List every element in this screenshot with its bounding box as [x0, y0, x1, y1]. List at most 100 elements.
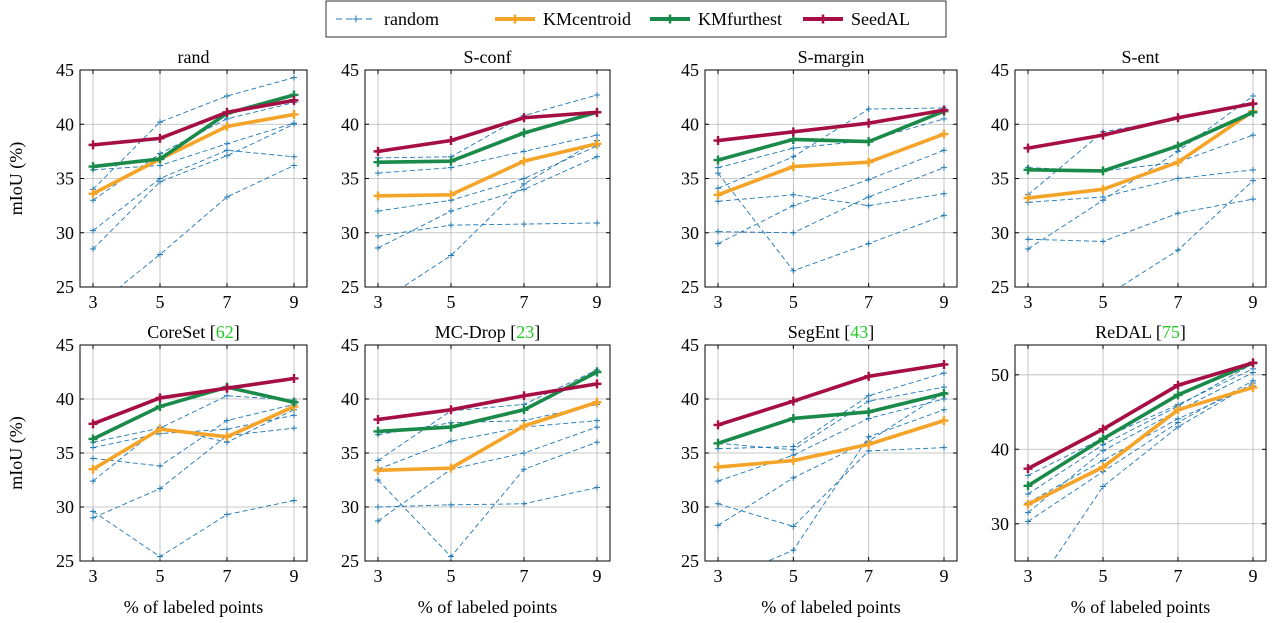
data-point	[939, 359, 949, 369]
data-point	[446, 136, 456, 146]
panel-title-text: MC-Drop	[435, 322, 506, 342]
panel-title-bracket: [	[840, 322, 851, 342]
data-point	[291, 497, 297, 504]
data-point	[90, 478, 96, 485]
legend-label: KMfurthest	[698, 9, 782, 29]
x-tick-label: 9	[1249, 566, 1258, 586]
data-point	[224, 426, 230, 433]
data-point	[1175, 247, 1181, 254]
data-point	[1025, 246, 1031, 253]
data-point	[224, 193, 230, 200]
x-tick-label: 3	[89, 566, 98, 586]
data-point	[864, 439, 874, 449]
data-point	[790, 145, 797, 152]
y-tick-label: 35	[341, 169, 359, 189]
series-line-random	[717, 447, 945, 527]
data-point	[446, 190, 456, 200]
chart-panel: 3 5 7 9 30 40 50 ReDAL [75] % of labeled points	[991, 322, 1267, 617]
data-point	[90, 455, 96, 462]
data-point	[448, 222, 454, 229]
series-line-random	[377, 426, 598, 522]
data-point	[594, 132, 600, 139]
data-point	[1098, 166, 1108, 176]
y-tick-label: 35	[56, 169, 74, 189]
data-point	[941, 164, 947, 171]
data-point	[1248, 358, 1258, 368]
y-tick-label: 35	[681, 169, 699, 189]
series-line-kmfurthest	[717, 109, 945, 162]
x-tick-label: 9	[593, 292, 602, 312]
series-line-random	[1027, 134, 1254, 172]
series-line-kmcentroid	[1027, 109, 1255, 200]
data-point	[373, 157, 383, 167]
y-tick-label: 35	[681, 443, 699, 463]
y-tick-label: 45	[991, 60, 1009, 80]
data-point	[291, 153, 297, 160]
data-point	[1248, 382, 1258, 392]
data-point	[155, 402, 165, 412]
y-axis-label: mIoU (%)	[6, 142, 27, 215]
x-tick-label: 3	[714, 292, 723, 312]
data-point	[941, 212, 947, 219]
panel-title-text: CoreSet	[147, 322, 205, 342]
data-point	[157, 119, 163, 126]
data-point	[1023, 464, 1033, 474]
panel-title-bracket: [	[506, 322, 517, 342]
data-point	[521, 186, 527, 193]
data-point	[1023, 143, 1033, 153]
legend-swatch-marker	[665, 14, 675, 24]
data-point	[521, 180, 527, 187]
data-point	[790, 547, 797, 554]
panel-title-bracket: [	[1151, 322, 1162, 342]
x-tick-label: 5	[447, 566, 456, 586]
legend-swatch-marker	[352, 15, 360, 23]
series-line-random	[92, 77, 295, 190]
data-point	[1098, 462, 1108, 472]
data-point	[788, 396, 798, 406]
plot-area	[88, 74, 299, 287]
series-line-kmcentroid	[92, 404, 295, 471]
data-point	[1098, 130, 1108, 140]
panel-title: CoreSet [62]	[147, 322, 240, 342]
y-tick-label: 45	[341, 60, 359, 80]
y-tick-label: 30	[991, 514, 1009, 534]
series-line-kmcentroid	[717, 132, 945, 197]
series-line-random	[717, 398, 945, 482]
data-point	[788, 127, 798, 137]
data-point	[373, 465, 383, 475]
data-point	[713, 136, 723, 146]
y-tick-label: 25	[56, 551, 74, 571]
data-point	[375, 477, 381, 483]
data-point	[594, 417, 600, 424]
data-point	[1100, 457, 1106, 464]
data-point	[448, 252, 454, 259]
data-point	[1098, 434, 1108, 444]
y-tick-label: 40	[681, 114, 699, 134]
data-point	[592, 107, 602, 117]
series-line-random	[377, 369, 598, 461]
data-point	[446, 463, 456, 473]
data-point	[157, 162, 163, 169]
series-line-random	[377, 441, 598, 558]
plot-area	[373, 91, 602, 287]
data-point	[519, 113, 529, 123]
y-tick-label: 40	[56, 114, 74, 134]
y-tick-label: 25	[681, 277, 699, 297]
data-point	[88, 419, 98, 429]
data-point	[224, 140, 230, 147]
legend-label: KMcentroid	[543, 9, 631, 29]
series-line-kmcentroid	[92, 112, 295, 196]
data-point	[90, 508, 96, 515]
x-tick-label: 7	[1174, 566, 1183, 586]
y-tick-label: 50	[991, 365, 1009, 385]
data-point	[519, 156, 529, 166]
data-point	[375, 233, 381, 240]
data-point	[157, 485, 163, 492]
series-line-random	[377, 94, 598, 159]
y-tick-label: 45	[56, 335, 74, 355]
data-point	[373, 191, 383, 201]
data-point	[715, 500, 721, 507]
